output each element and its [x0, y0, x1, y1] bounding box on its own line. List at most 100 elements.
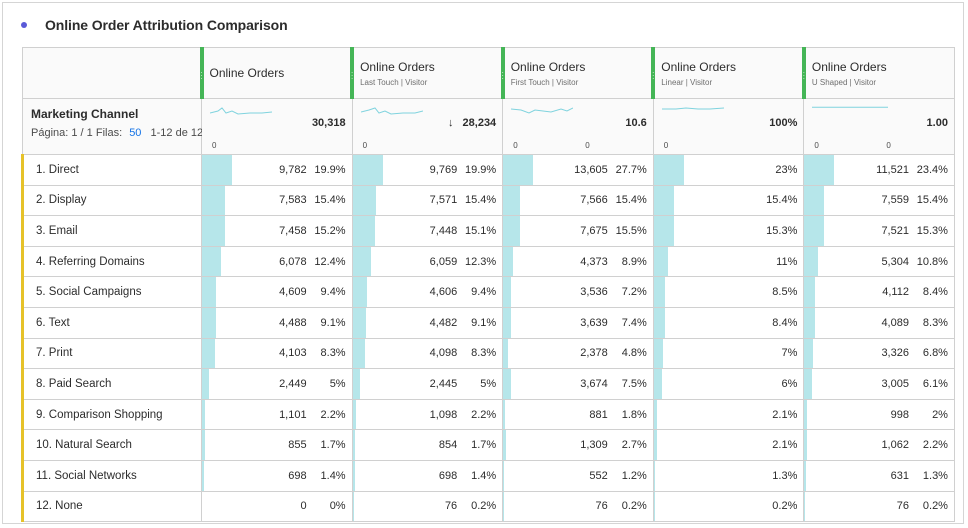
metric-cell[interactable]: 4,482 9.1% [351, 306, 504, 339]
metric-cell[interactable]: 552 1.2% [502, 459, 654, 492]
metric-cell[interactable]: 9,782 19.9% [201, 154, 353, 186]
metric-cell[interactable]: 7,675 15.5% [502, 215, 654, 247]
row-label[interactable]: 3. Email [21, 215, 202, 247]
metric-cell[interactable]: 11% [652, 245, 805, 278]
metric-cell[interactable]: 2.1% [652, 429, 805, 461]
metric-cell[interactable]: 854 1.7% [351, 429, 504, 461]
metric-cell[interactable]: 8.4% [652, 306, 805, 339]
dimension-title[interactable]: Marketing Channel [31, 107, 139, 121]
metric-cell[interactable]: 6,078 12.4% [201, 245, 353, 278]
metric-cell[interactable]: 4,089 8.3% [803, 306, 955, 339]
table-row[interactable]: 2. Display 7,583 15.4% 7,571 15.4% 7,566 15.4%… [21, 184, 955, 217]
metric-cell[interactable]: 8.5% [652, 276, 805, 308]
metric-cell[interactable]: 1,098 2.2% [351, 398, 504, 431]
table-row[interactable]: 3. Email 7,458 15.2% 7,448 15.1% 7,675 15.5% 15… [21, 215, 955, 247]
row-label[interactable]: 1. Direct [21, 154, 202, 186]
metric-cell[interactable]: 4,112 8.4% [803, 276, 955, 308]
metric-header-5[interactable]: ... Online Orders U Shaped | Visitor [801, 47, 955, 99]
drag-handle-icon[interactable]: ... [351, 68, 354, 81]
drag-handle-icon[interactable]: ... [802, 68, 805, 81]
metric-header-2[interactable]: ... Online Orders Last Touch | Visitor [350, 47, 504, 99]
table-row[interactable]: 9. Comparison Shopping 1,101 2.2% 1,098 2.2%… [21, 398, 955, 431]
metric-cell[interactable]: 4,373 8.9% [502, 245, 654, 278]
row-label[interactable]: 4. Referring Domains [21, 245, 202, 278]
rows-per-page-select[interactable]: 50 [129, 127, 142, 139]
row-label[interactable]: 2. Display [21, 184, 202, 217]
table-row[interactable]: 7. Print 4,103 8.3% 4,098 8.3% 2,378 4.8% 7% 3,3… [21, 337, 955, 370]
metric-cell[interactable]: 9,769 19.9% [351, 154, 504, 186]
metric-cell[interactable]: 3,639 7.4% [502, 306, 654, 339]
metric-cell[interactable]: 2,449 5% [201, 368, 353, 400]
table-row[interactable]: 10. Natural Search 855 1.7% 854 1.7% 1,309 2.7… [21, 429, 955, 461]
row-label[interactable]: 11. Social Networks [21, 459, 202, 492]
metric-cell[interactable]: 855 1.7% [201, 429, 353, 461]
sort-descending-icon[interactable]: ↓ [448, 117, 454, 129]
metric-cell[interactable]: 3,536 7.2% [502, 276, 654, 308]
row-label[interactable]: 7. Print [21, 337, 202, 370]
row-label[interactable]: 10. Natural Search [21, 429, 202, 461]
table-row[interactable]: 6. Text 4,488 9.1% 4,482 9.1% 3,639 7.4% 8.4% 4,… [21, 306, 955, 339]
metric-cell[interactable]: 0 0% [201, 490, 353, 523]
metric-cell[interactable]: 3,674 7.5% [502, 368, 654, 400]
metric-cell[interactable]: 76 0.2% [351, 490, 504, 523]
metric-cell[interactable]: 698 1.4% [351, 459, 504, 492]
row-label[interactable]: 6. Text [21, 306, 202, 339]
table-row[interactable]: 11. Social Networks 698 1.4% 698 1.4% 552 1.2%… [21, 459, 955, 492]
metric-cell[interactable]: 7,583 15.4% [201, 184, 353, 217]
metric-header-1[interactable]: ... Online Orders [199, 47, 353, 99]
metric-cell[interactable]: 881 1.8% [502, 398, 654, 431]
metric-cell[interactable]: 2,378 4.8% [502, 337, 654, 370]
metric-cell[interactable]: 6% [652, 368, 805, 400]
metric-cell[interactable]: 7,448 15.1% [351, 215, 504, 247]
metric-cell[interactable]: 7,458 15.2% [201, 215, 353, 247]
metric-cell[interactable]: 631 1.3% [803, 459, 955, 492]
metric-cell[interactable]: 4,098 8.3% [351, 337, 504, 370]
metric-cell[interactable]: 76 0.2% [502, 490, 654, 523]
row-label[interactable]: 12. None [21, 490, 202, 523]
metric-cell[interactable]: 2.1% [652, 398, 805, 431]
table-row[interactable]: 12. None 0 0% 76 0.2% 76 0.2% 0.2% 76 0.2% [21, 490, 955, 523]
table-row[interactable]: 4. Referring Domains 6,078 12.4% 6,059 12.3%… [21, 245, 955, 278]
metric-cell[interactable]: 698 1.4% [201, 459, 353, 492]
table-row[interactable]: 8. Paid Search 2,449 5% 2,445 5% 3,674 7.5% 6% 3… [21, 368, 955, 400]
metric-cell[interactable]: 4,103 8.3% [201, 337, 353, 370]
panel-title[interactable]: Online Order Attribution Comparison [45, 17, 288, 33]
table-row[interactable]: 1. Direct 9,782 19.9% 9,769 19.9% 13,605 27.7%… [21, 154, 955, 186]
metric-cell[interactable]: 13,605 27.7% [502, 154, 654, 186]
metric-cell[interactable]: 6,059 12.3% [351, 245, 504, 278]
metric-cell[interactable]: 1,309 2.7% [502, 429, 654, 461]
metric-cell[interactable]: 0.2% [652, 490, 805, 523]
drag-handle-icon[interactable]: ... [200, 68, 203, 81]
drag-handle-icon[interactable]: ... [652, 68, 655, 81]
metric-header-3[interactable]: ... Online Orders First Touch | Visitor [500, 47, 654, 99]
metric-cell[interactable]: 1,062 2.2% [803, 429, 955, 461]
metric-cell[interactable]: 3,326 6.8% [803, 337, 955, 370]
metric-cell[interactable]: 15.3% [652, 215, 805, 247]
metric-cell[interactable]: 2,445 5% [351, 368, 504, 400]
metric-cell[interactable]: 7% [652, 337, 805, 370]
page-label: Página: 1 / 1 [31, 127, 93, 139]
metric-cell[interactable]: 7,571 15.4% [351, 184, 504, 217]
table-row[interactable]: 5. Social Campaigns 4,609 9.4% 4,606 9.4% 3,5… [21, 276, 955, 308]
metric-cell[interactable]: 7,566 15.4% [502, 184, 654, 217]
metric-cell[interactable]: 15.4% [652, 184, 805, 217]
metric-cell[interactable]: 4,488 9.1% [201, 306, 353, 339]
metric-cell[interactable]: 1,101 2.2% [201, 398, 353, 431]
metric-cell[interactable]: 998 2% [803, 398, 955, 431]
metric-cell[interactable]: 7,559 15.4% [803, 184, 955, 217]
metric-cell[interactable]: 7,521 15.3% [803, 215, 955, 247]
row-label[interactable]: 8. Paid Search [21, 368, 202, 400]
dimension-header[interactable]: Marketing Channel Página: 1 / 1 Filas: 5… [22, 98, 203, 155]
metric-cell[interactable]: 4,609 9.4% [201, 276, 353, 308]
metric-cell[interactable]: 23% [652, 154, 805, 186]
metric-cell[interactable]: 4,606 9.4% [351, 276, 504, 308]
row-label[interactable]: 9. Comparison Shopping [21, 398, 202, 431]
metric-cell[interactable]: 76 0.2% [803, 490, 955, 523]
row-label[interactable]: 5. Social Campaigns [21, 276, 202, 308]
metric-cell[interactable]: 1.3% [652, 459, 805, 492]
metric-cell[interactable]: 5,304 10.8% [803, 245, 955, 278]
drag-handle-icon[interactable]: ... [501, 68, 504, 81]
metric-cell[interactable]: 3,005 6.1% [803, 368, 955, 400]
metric-cell[interactable]: 11,521 23.4% [803, 154, 955, 186]
metric-header-4[interactable]: ... Online Orders Linear | Visitor [651, 47, 805, 99]
